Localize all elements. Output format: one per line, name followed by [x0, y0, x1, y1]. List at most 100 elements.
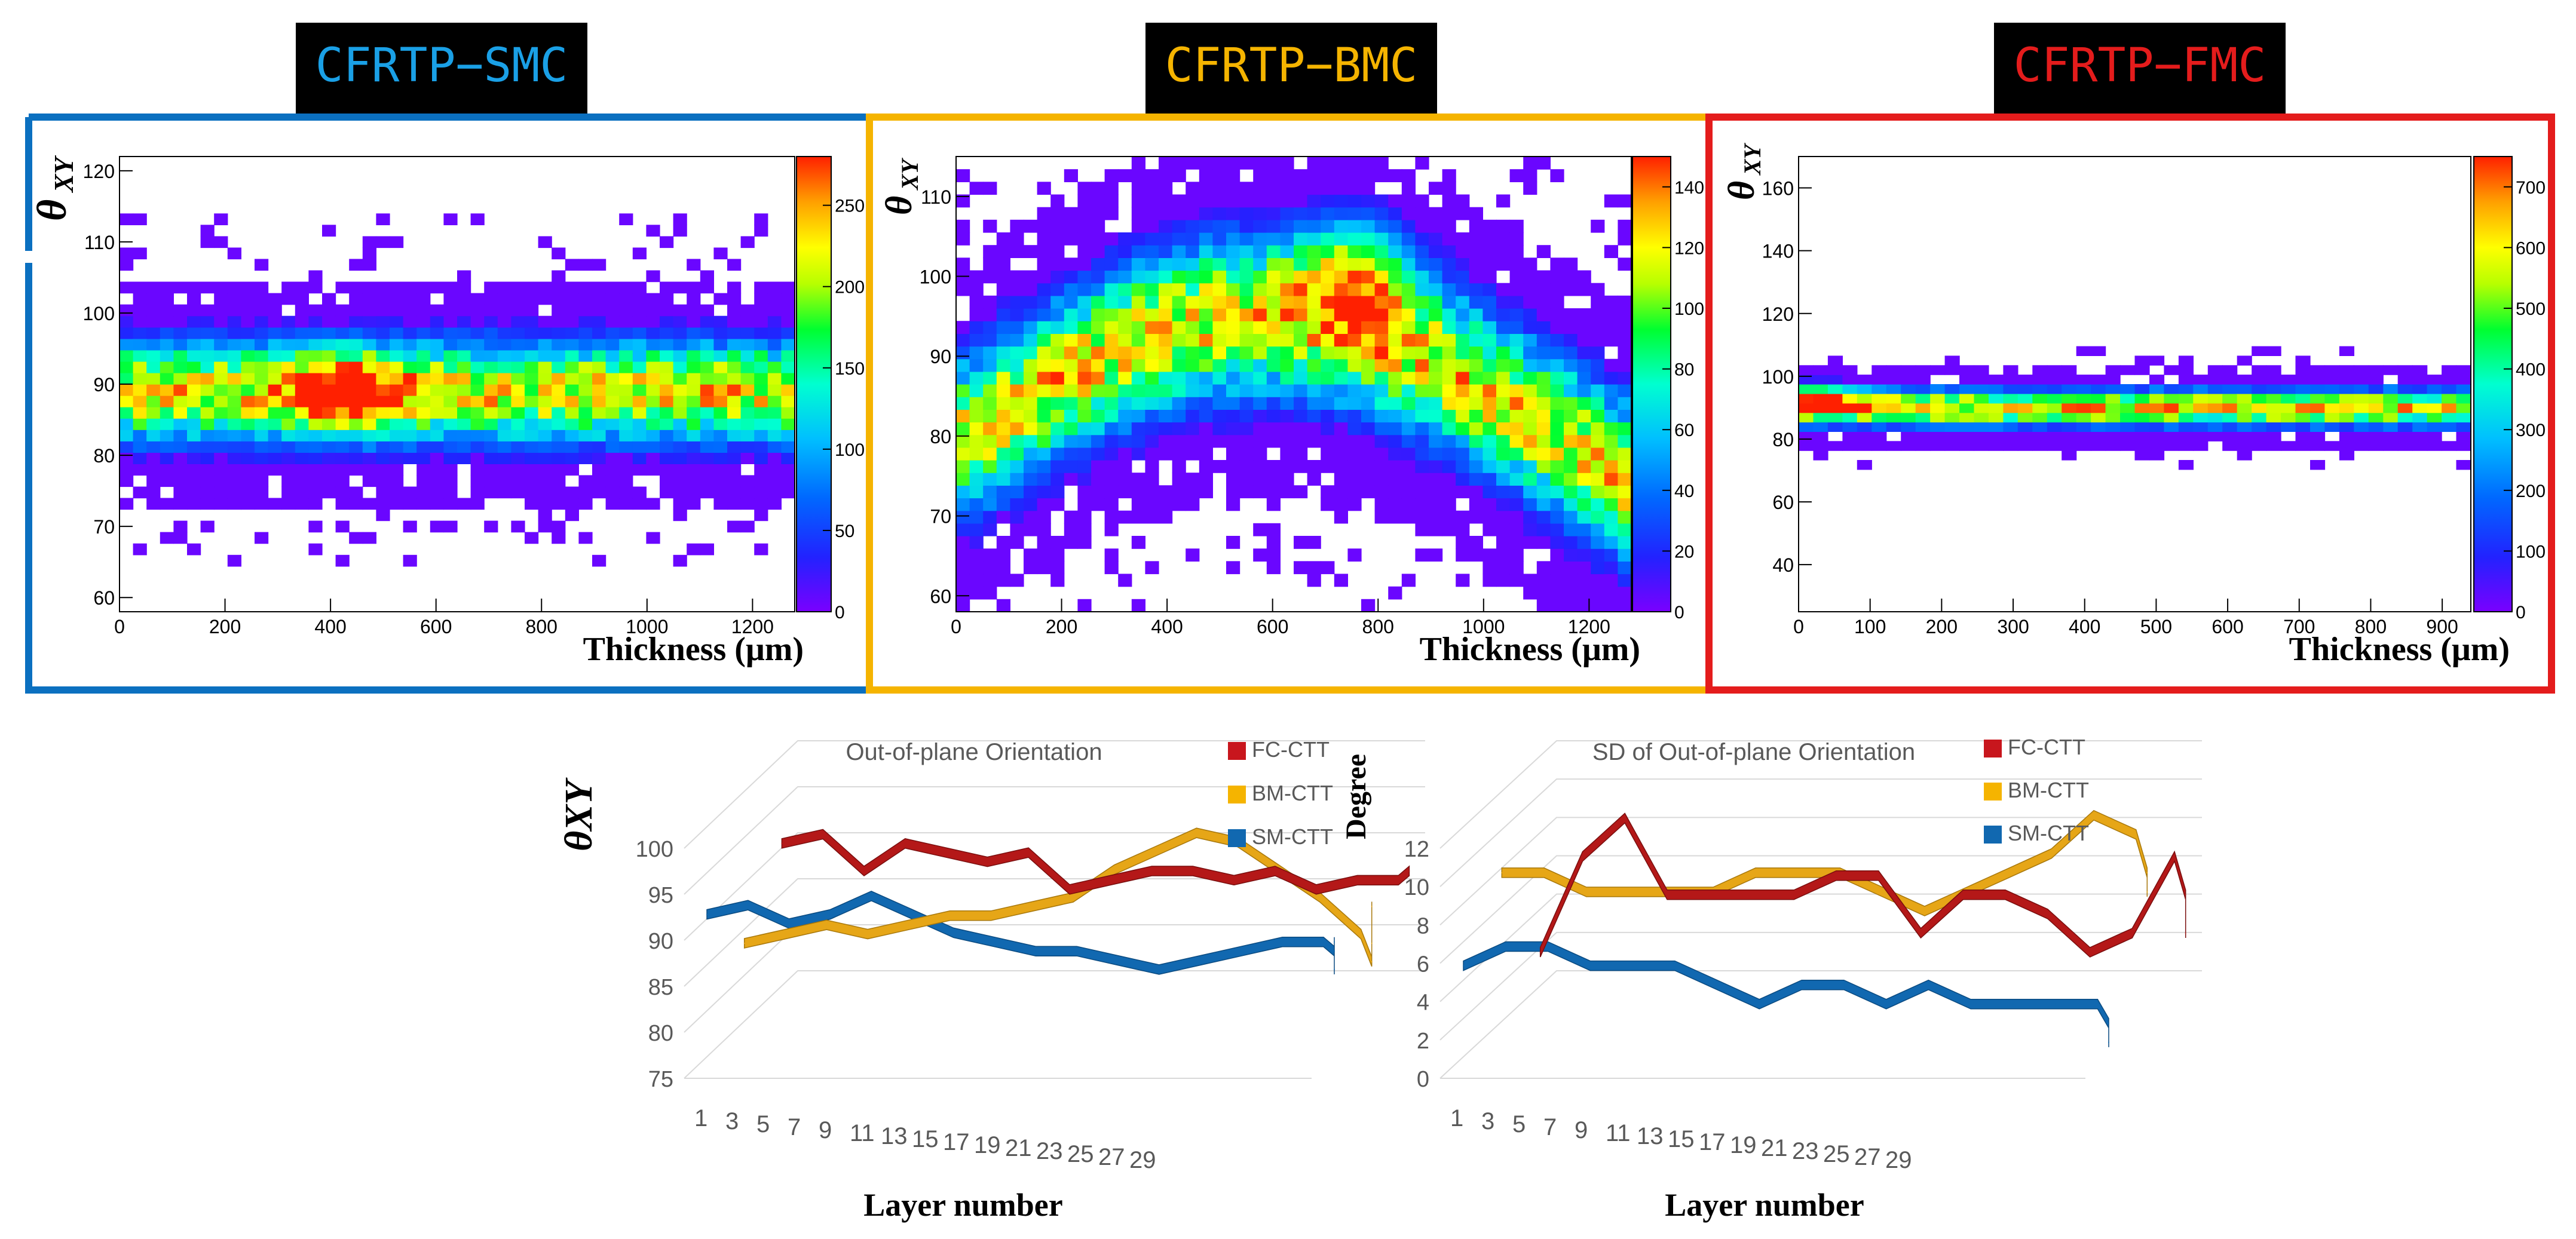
heatmap-cell	[1145, 384, 1159, 397]
heatmap-cell	[1064, 219, 1078, 233]
heatmap-cell	[173, 327, 188, 339]
heatmap-cell	[497, 464, 511, 476]
x-tick-label: 15	[912, 1126, 939, 1152]
heatmap-cell	[1347, 397, 1362, 410]
heatmap-cell	[403, 338, 417, 351]
heatmap-cell	[592, 293, 607, 305]
heatmap-cell	[956, 283, 970, 296]
heatmap-cell	[1186, 346, 1200, 360]
heatmap-cell	[1550, 510, 1564, 524]
series-point	[1539, 952, 1541, 953]
heatmap-cell	[241, 349, 255, 362]
heatmap-cell	[443, 281, 458, 294]
series-sm-ctt	[706, 890, 1335, 975]
heatmap-cell	[416, 384, 431, 396]
heatmap-cell	[2076, 393, 2091, 404]
heatmap-cell	[1604, 409, 1618, 423]
heatmap-cell	[1857, 384, 1872, 394]
heatmap-cell	[255, 349, 269, 362]
heatmap-cell	[713, 349, 728, 362]
heatmap-cell	[538, 407, 552, 419]
heatmap-cell	[1577, 371, 1591, 385]
heatmap-cell	[1239, 194, 1254, 208]
heatmap-cell	[2003, 393, 2018, 404]
heatmap-cell	[173, 361, 188, 373]
gridline	[684, 786, 1425, 895]
heatmap-cell	[470, 498, 485, 510]
heatmap-cell	[295, 281, 309, 294]
heatmap-cell	[1266, 384, 1281, 397]
heatmap-cell	[700, 281, 714, 294]
heatmap-cell	[497, 407, 511, 419]
heatmap-cell	[1131, 422, 1145, 436]
heatmap-cell	[2383, 403, 2399, 413]
heatmap-cell	[1104, 409, 1119, 423]
heatmap-cell	[1145, 371, 1159, 385]
heatmap-cell	[740, 475, 755, 487]
heatmap-cell	[1618, 460, 1632, 473]
heatmap-cell	[1618, 397, 1632, 410]
heatmap-cell	[160, 498, 174, 510]
heatmap-cell	[996, 498, 1010, 511]
heatmap-cell	[1374, 460, 1389, 473]
gridline	[1439, 970, 2202, 1079]
heatmap-cell	[2091, 403, 2106, 413]
heatmap-cell	[713, 452, 728, 464]
heatmap-cell	[470, 475, 485, 487]
series-point	[1970, 1003, 1972, 1005]
heatmap-cell	[133, 452, 147, 464]
heatmap-cell	[2281, 412, 2296, 423]
heatmap-cell	[619, 486, 633, 499]
heatmap-cell	[632, 395, 647, 407]
heatmap-cell	[430, 441, 444, 453]
heatmap-cell	[1131, 333, 1145, 347]
line-chart-orientation-title: Out-of-plane Orientation	[846, 739, 1102, 765]
heatmap-cell	[2427, 431, 2442, 441]
heatmap-cell	[2134, 384, 2150, 394]
heatmap-cell	[1266, 523, 1281, 536]
x-tick-label: 27	[1098, 1144, 1125, 1170]
heatmap-cell	[1388, 333, 1402, 347]
heatmap-cell	[1456, 245, 1470, 258]
heatmap-cell	[1091, 397, 1105, 410]
heatmap-cell	[956, 536, 970, 549]
heatmap-cell	[1010, 232, 1024, 246]
heatmap-cell	[1186, 333, 1200, 347]
heatmap-cell	[1199, 245, 1213, 258]
heatmap-cell	[214, 349, 228, 362]
heatmap-cell	[146, 373, 161, 385]
heatmap-cell	[2456, 441, 2471, 451]
heatmap-cell	[1104, 245, 1119, 258]
heatmap-cell	[578, 259, 593, 271]
heatmap-cell	[1226, 194, 1240, 208]
heatmap-cell	[1050, 422, 1065, 436]
heatmap-cell	[470, 441, 485, 453]
series-point	[1334, 950, 1335, 952]
heatmap-cell	[1456, 409, 1470, 423]
heatmap-cell	[713, 315, 728, 328]
heatmap-cell	[592, 441, 607, 453]
line-chart-orientation-ylabel: θXY	[557, 777, 601, 851]
heatmap-cell	[2310, 412, 2326, 423]
heatmap-cell	[1388, 485, 1402, 499]
heatmap-cell	[2237, 431, 2252, 441]
heatmap-cell	[2149, 412, 2165, 423]
x-tick-label: 29	[1885, 1147, 1912, 1173]
heatmap-cell	[983, 308, 997, 321]
heatmap-cell	[956, 447, 970, 461]
heatmap-cell	[2178, 393, 2194, 404]
heatmap-cell	[1307, 232, 1321, 246]
heatmap-cell	[1347, 384, 1362, 397]
heatmap-cell	[754, 418, 768, 430]
heatmap-cell	[1091, 422, 1105, 436]
heatmap-cell	[983, 358, 997, 372]
heatmap-cell	[1186, 397, 1200, 410]
heatmap-cell	[1334, 460, 1348, 473]
heatmap-cell	[349, 464, 363, 476]
series-point	[1028, 852, 1030, 854]
heatmap-cell	[673, 225, 687, 237]
heatmap-cell	[1523, 346, 1537, 360]
heatmap-cell	[1442, 422, 1456, 436]
heatmap-cell	[2134, 422, 2150, 432]
heatmap-cell	[2383, 384, 2399, 394]
